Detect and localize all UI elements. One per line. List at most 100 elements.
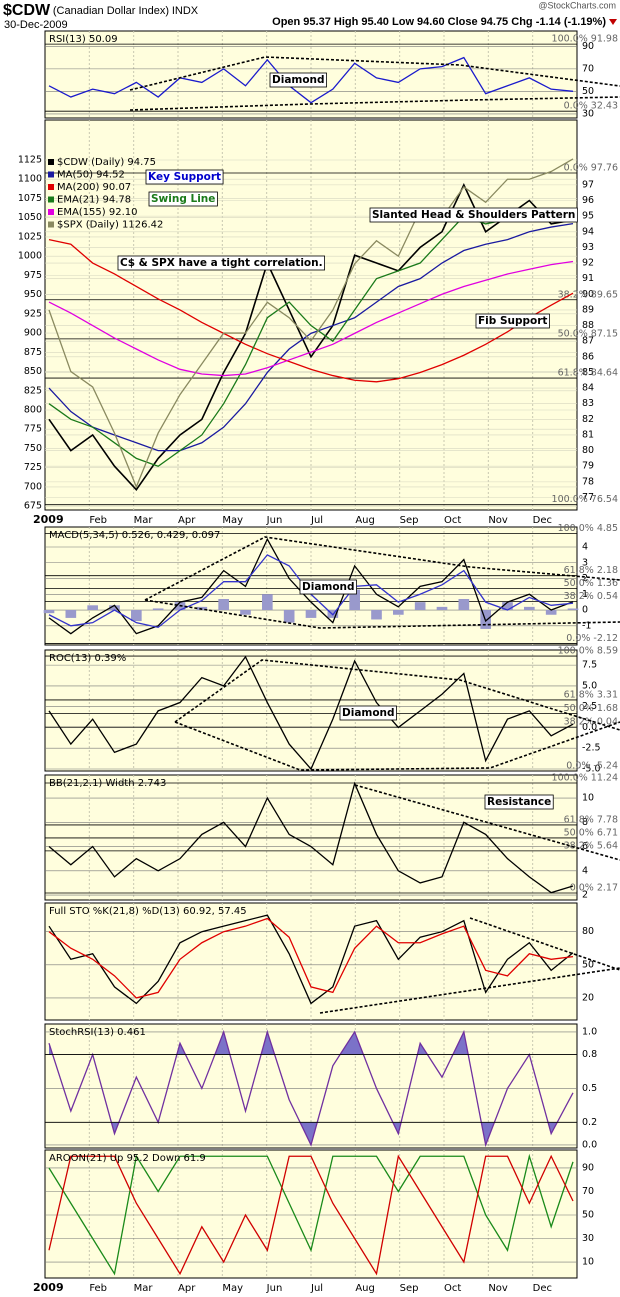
fib-label: 38.2% 5.64 (564, 840, 618, 851)
histogram-bar (567, 608, 579, 611)
annotation: Diamond (302, 581, 355, 593)
annotation-box (475, 313, 550, 329)
x-tick-label: Aug (355, 1283, 375, 1294)
y2-tick-label: 90 (582, 289, 594, 300)
x-tick-label: Oct (444, 1283, 461, 1294)
y2-tick-label: 0.2 (582, 1117, 597, 1128)
fib-label: 50.0% 87.15 (558, 328, 618, 339)
y2-tick-label: 0.8 (582, 1049, 597, 1060)
y-tick-label: 800 (24, 405, 42, 416)
y2-tick-label: 86 (582, 351, 594, 362)
x-tick-label: 2009 (33, 1281, 64, 1294)
y2-tick-label: 50 (582, 1209, 594, 1220)
y2-tick-label: 6 (582, 841, 588, 852)
panel-title: BB(21,2.1) Width 2.743 (49, 778, 166, 789)
price-line (48, 238, 574, 383)
x-tick-label: Feb (89, 515, 107, 526)
panel: -5.0 -2.5 0.0 2.5 5.0 7.5 100.0% 8.59 61.8% 3.3… (44, 646, 618, 775)
x-tick-label: Dec (533, 1283, 552, 1294)
price-line (48, 260, 574, 377)
fib-label: 61.8% 3.31 (564, 689, 618, 700)
y2-tick-label: 91 (582, 273, 594, 284)
y2-tick-label: 78 (582, 476, 594, 487)
indicator-line (48, 1153, 574, 1276)
y-tick-label: 1100 (18, 174, 42, 185)
x-tick-label: Jun (266, 515, 283, 526)
fib-label: 0.0% 2.17 (570, 882, 618, 893)
fib-label: 38.2% 0.54 (564, 591, 618, 602)
fib-label: 50.0% 1.36 (564, 578, 618, 589)
annotation-box (369, 207, 578, 223)
fib-label: 100.0% 91.98 (552, 34, 618, 45)
y2-tick-label: 93 (582, 242, 594, 253)
y2-tick-label: 2 (582, 573, 588, 584)
panel-title: Full STO %K(21,8) %D(13) 60.92, 57.45 (49, 906, 247, 917)
y2-tick-label: 0.5 (582, 1083, 597, 1094)
annotation: Key Support (148, 171, 221, 183)
y-tick-label: 750 (24, 443, 42, 454)
panels: 2009 Feb Mar Apr May Jun Jul Aug Sep Oct Nov Dec200… (18, 30, 618, 1294)
quote-low: Low 94.60 (392, 16, 445, 28)
indicator-line (48, 781, 574, 894)
histogram-bar (349, 589, 360, 611)
y-tick-label: 1025 (18, 231, 42, 242)
indicator-line (48, 537, 574, 635)
fib-label: 100.0% 8.59 (558, 646, 618, 657)
y2-tick-label: 87 (582, 336, 594, 347)
quote-change: Chg -1.14 (-1.19%) (511, 16, 606, 28)
panel: 675 700 725 750 775 800 825 850 875 900 925 950 975 1… (18, 119, 618, 512)
histogram-bar (240, 610, 251, 615)
fib-label: 61.8% 7.78 (564, 814, 618, 825)
header-line: $CDW (Canadian Dollar Index) INDX (3, 2, 199, 19)
histogram-bar (131, 610, 142, 622)
histogram-bar (393, 610, 404, 615)
y2-tick-label: 3 (582, 557, 588, 568)
fib-label: 0.0% 97.76 (564, 162, 618, 173)
x-tick-label: Apr (178, 515, 196, 526)
fib-label: 100.0% 4.85 (558, 523, 618, 534)
y2-tick-label: 2.5 (582, 701, 597, 712)
histogram-bar (371, 610, 382, 620)
y2-tick-label: 88 (582, 320, 594, 331)
y2-tick-label: 0.0 (582, 1139, 597, 1150)
histogram-bar (502, 602, 513, 611)
y2-tick-label: 89 (582, 304, 594, 315)
sto-top (469, 917, 620, 971)
legend-swatch (48, 209, 54, 215)
price-line (48, 158, 574, 489)
legend-label: $CDW (Daily) 94.75 (57, 157, 156, 168)
legend-label: MA(200) 90.07 (57, 182, 131, 193)
fib-label: 38.2% 89.65 (558, 289, 618, 300)
y2-tick-label: 30 (582, 1233, 594, 1244)
fib-label: 0.0% 32.43 (564, 101, 618, 112)
y-tick-label: 1000 (18, 251, 42, 262)
oversold-fill (49, 1122, 573, 1145)
trendlines (129, 56, 620, 1014)
quote-high: High 95.40 (334, 16, 389, 28)
histogram-bar (65, 610, 77, 618)
fib-label: 50.0% 6.71 (564, 827, 618, 838)
histogram-bar (283, 610, 295, 623)
quote: Open 95.37 High 95.40 Low 94.60 Close 94… (272, 16, 606, 28)
y2-tick-label: 70 (582, 63, 594, 74)
x-tick-label: Sep (400, 1283, 419, 1294)
y-tick-label: 700 (24, 481, 42, 492)
x-tick-label: Nov (488, 1283, 508, 1294)
fib-label: 38.2% 0.04 (564, 717, 618, 728)
y-tick-label: 825 (24, 385, 42, 396)
y2-tick-label: 97 (582, 179, 594, 190)
y2-tick-label: 77 (582, 492, 594, 503)
x-tick-label: 2009 (33, 513, 64, 526)
legend-swatch (48, 171, 54, 178)
index-name: (Canadian Dollar Index) (53, 5, 169, 17)
quote-close: Close 94.75 (448, 16, 509, 28)
histogram-bar (218, 598, 229, 611)
histogram-bar (305, 610, 317, 618)
y-tick-label: 975 (24, 270, 42, 281)
price-line (48, 222, 574, 452)
histogram-bar (262, 594, 273, 611)
indicator-line (48, 1154, 574, 1276)
y2-tick-label: 84 (582, 383, 594, 394)
histogram-bar (436, 606, 448, 611)
